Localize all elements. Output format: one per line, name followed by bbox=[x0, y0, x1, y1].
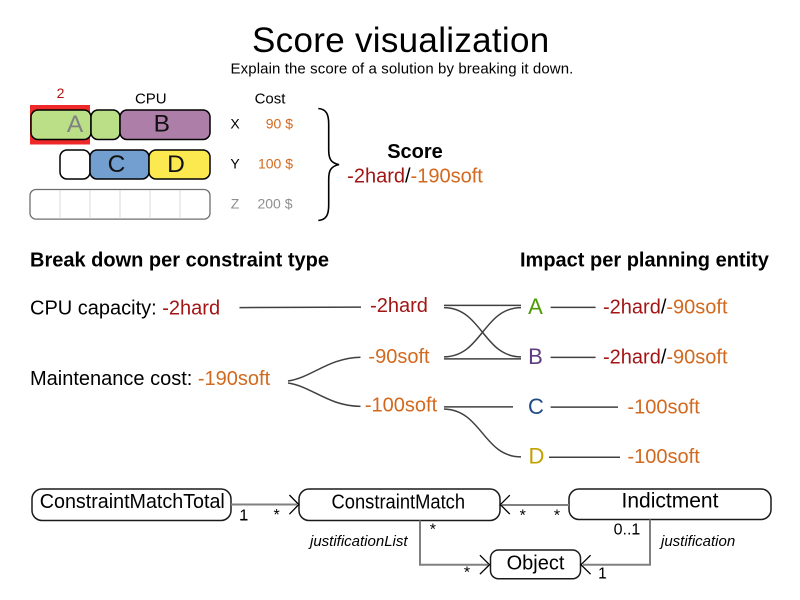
svg-text:2: 2 bbox=[57, 85, 65, 101]
svg-text:CPU: CPU bbox=[135, 91, 167, 108]
svg-text:Maintenance cost: -190soft: Maintenance cost: -190soft bbox=[30, 368, 271, 390]
svg-text:*: * bbox=[273, 507, 279, 524]
svg-text:ConstraintMatchTotal: ConstraintMatchTotal bbox=[40, 491, 225, 513]
svg-text:1: 1 bbox=[239, 507, 248, 524]
svg-text:Break down per constraint type: Break down per constraint type bbox=[30, 250, 329, 272]
svg-text:ConstraintMatch: ConstraintMatch bbox=[332, 492, 466, 514]
svg-text:100 $: 100 $ bbox=[258, 156, 293, 172]
svg-text:-2hard/-190soft: -2hard/-190soft bbox=[347, 166, 483, 188]
svg-text:Object: Object bbox=[507, 552, 565, 574]
svg-text:D: D bbox=[529, 443, 545, 468]
svg-text:-2hard/-90soft: -2hard/-90soft bbox=[603, 346, 728, 368]
svg-text:-90soft: -90soft bbox=[368, 346, 430, 368]
svg-text:C: C bbox=[528, 394, 544, 419]
svg-text:A: A bbox=[67, 111, 84, 138]
svg-text:*: * bbox=[464, 565, 470, 582]
svg-text:B: B bbox=[154, 111, 170, 138]
svg-text:-100soft: -100soft bbox=[628, 396, 701, 418]
svg-text:Z: Z bbox=[231, 196, 240, 212]
svg-text:-100soft: -100soft bbox=[628, 446, 701, 468]
svg-text:*: * bbox=[554, 507, 560, 524]
svg-text:B: B bbox=[528, 344, 543, 369]
svg-text:CPU capacity: -2hard: CPU capacity: -2hard bbox=[30, 298, 220, 320]
svg-text:*: * bbox=[430, 521, 436, 538]
svg-text:Cost: Cost bbox=[255, 91, 287, 108]
svg-text:X: X bbox=[230, 116, 240, 132]
svg-text:Impact per planning entity: Impact per planning entity bbox=[520, 250, 770, 272]
svg-text:D: D bbox=[167, 151, 185, 178]
svg-text:*: * bbox=[520, 507, 526, 524]
svg-text:C: C bbox=[108, 151, 126, 178]
svg-text:Explain the score of a solutio: Explain the score of a solution by break… bbox=[231, 60, 574, 77]
svg-text:-100soft: -100soft bbox=[365, 395, 438, 417]
svg-text:Y: Y bbox=[230, 156, 240, 172]
svg-text:1: 1 bbox=[598, 566, 607, 583]
svg-text:Score visualization: Score visualization bbox=[252, 21, 550, 60]
svg-text:0..1: 0..1 bbox=[614, 522, 641, 539]
svg-text:200 $: 200 $ bbox=[257, 196, 292, 212]
svg-text:A: A bbox=[528, 294, 543, 319]
svg-text:justification: justification bbox=[659, 533, 735, 550]
svg-text:justificationList: justificationList bbox=[308, 533, 408, 550]
svg-text:-2hard: -2hard bbox=[370, 295, 428, 317]
svg-text:Score: Score bbox=[387, 141, 443, 163]
svg-text:-2hard/-90soft: -2hard/-90soft bbox=[603, 296, 728, 318]
svg-text:90 $: 90 $ bbox=[266, 116, 293, 132]
svg-text:Indictment: Indictment bbox=[622, 490, 719, 513]
